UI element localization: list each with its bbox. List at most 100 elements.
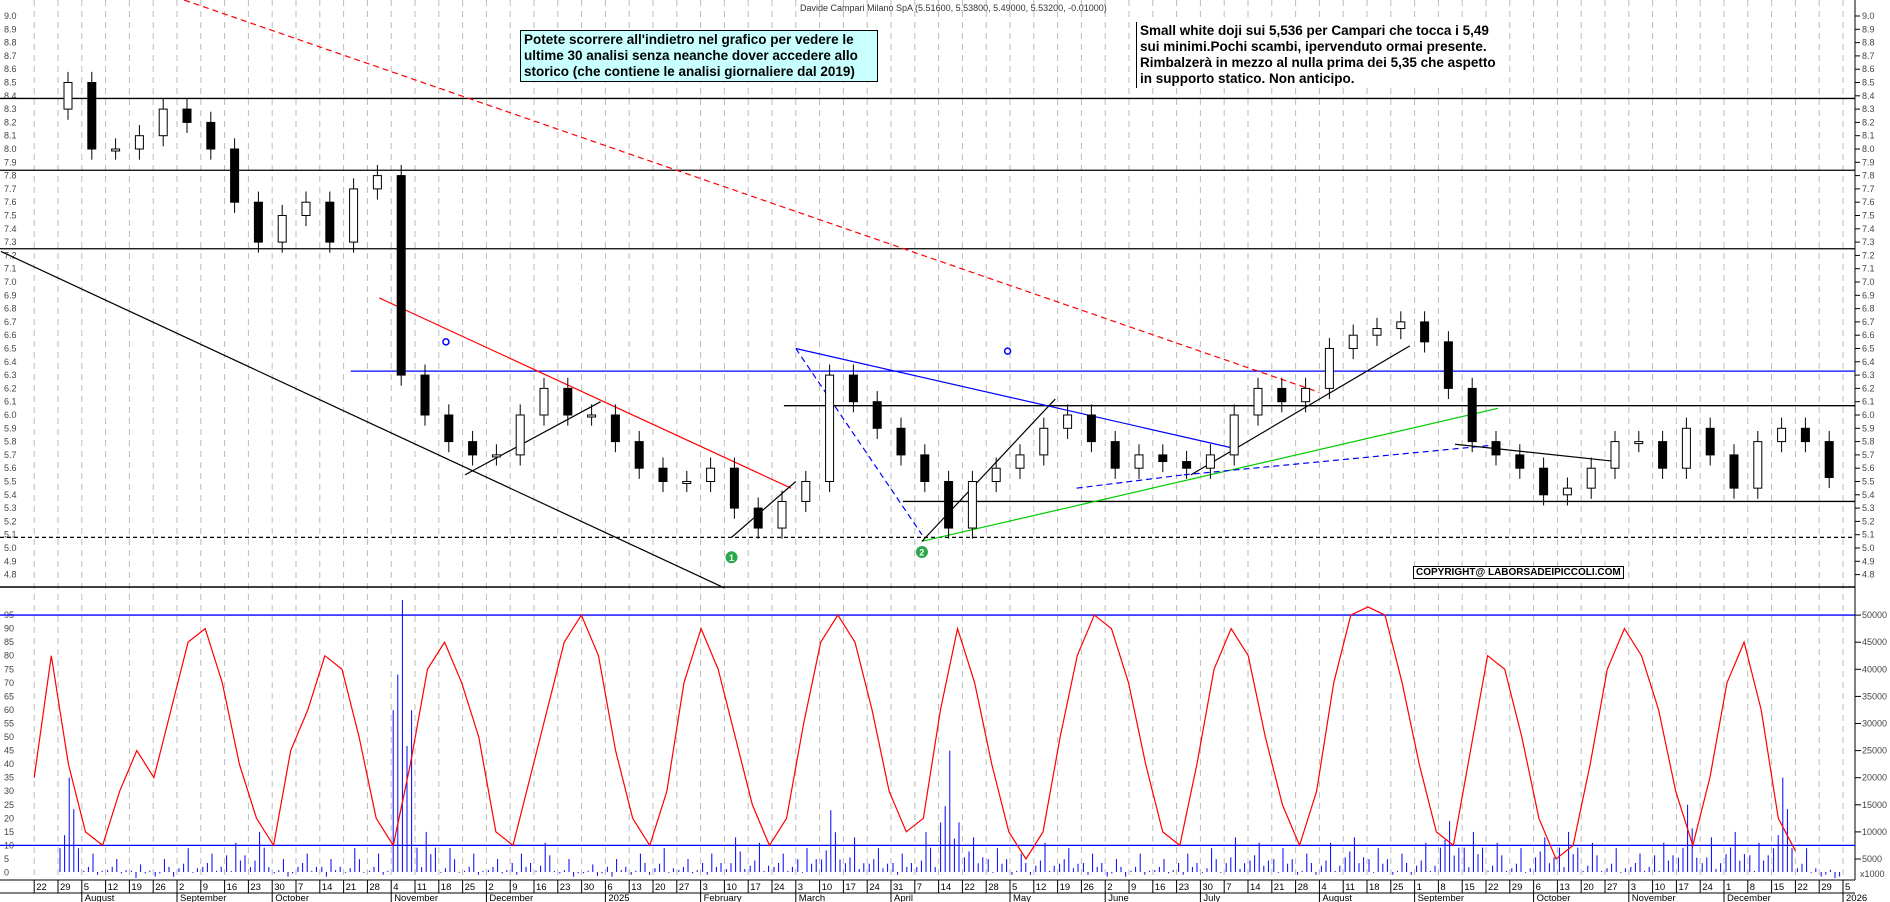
- trendline: [1454, 443, 1617, 463]
- x-tick-label: 13: [1559, 882, 1570, 893]
- month-label: 2026: [1846, 893, 1867, 902]
- month-label: August: [1322, 893, 1352, 902]
- month-label: November: [394, 893, 438, 902]
- oscillator-axis-label: 35: [4, 773, 14, 783]
- x-tick-label: 11: [1345, 882, 1355, 893]
- price-axis-label: 6.4: [1862, 357, 1875, 367]
- price-axis-label-left: 5.5: [4, 477, 17, 487]
- candle-body: [349, 188, 359, 243]
- price-axis-label: 6.2: [1862, 383, 1875, 393]
- oscillator-axis-label: 50: [4, 732, 14, 742]
- candle-body: [944, 481, 954, 529]
- price-axis-label-left: 8.9: [4, 24, 17, 34]
- candle-body: [1348, 334, 1358, 350]
- price-axis-label-left: 7.4: [4, 224, 17, 234]
- x-tick-label: 31: [893, 882, 904, 893]
- price-axis-label: 5.2: [1862, 516, 1875, 526]
- price-axis-label-left: 5.3: [4, 503, 17, 513]
- x-tick-label: 11: [417, 882, 427, 893]
- price-axis-label: 6.0: [1862, 410, 1875, 420]
- x-tick-label: 13: [631, 882, 642, 893]
- price-axis-label-left: 5.7: [4, 450, 17, 460]
- x-tick-label: 19: [1060, 882, 1071, 893]
- price-axis-label-left: 6.9: [4, 290, 17, 300]
- x-tick-label: 23: [560, 882, 571, 893]
- wave-marker: [725, 551, 738, 564]
- x-tick-label: 10: [822, 882, 833, 893]
- candle-body: [396, 175, 406, 376]
- price-axis-label-left: 9.0: [4, 11, 17, 21]
- price-axis-label-left: 7.7: [4, 184, 17, 194]
- trendline: [1076, 474, 1184, 489]
- volume-axis-label: 40000: [1862, 664, 1887, 674]
- x-tick-label: 22: [1488, 882, 1499, 893]
- price-axis-label: 7.1: [1862, 264, 1875, 274]
- price-axis-label-left: 7.1: [4, 264, 17, 274]
- oscillator-axis-label: 45: [4, 746, 14, 756]
- month-label: October: [275, 893, 309, 902]
- trendline: [1183, 443, 1503, 476]
- x-tick-label: 24: [774, 882, 785, 893]
- candle-body: [491, 454, 501, 458]
- x-tick-label: 30: [274, 882, 285, 893]
- wave-marker: [915, 545, 928, 558]
- oscillator-axis-label: 75: [4, 664, 14, 674]
- x-tick-label: 9: [203, 882, 208, 893]
- candle-body: [658, 467, 668, 483]
- x-tick-label: 27: [679, 882, 690, 893]
- candle-body: [1086, 414, 1096, 443]
- candle-body: [777, 500, 787, 529]
- price-axis-label-left: 6.5: [4, 344, 17, 354]
- x-tick-label: 25: [1393, 882, 1404, 893]
- x-tick-label: 12: [108, 882, 119, 893]
- price-axis-label-left: 7.6: [4, 197, 17, 207]
- trendline: [379, 297, 792, 489]
- x-tick-label: 7: [1226, 882, 1231, 893]
- oscillator-axis-label: 25: [4, 800, 14, 810]
- candle-body: [1467, 387, 1477, 443]
- trendline: [795, 347, 1234, 449]
- trendline: [464, 401, 601, 476]
- volume-axis-label: 25000: [1862, 746, 1887, 756]
- price-axis-label: 8.1: [1862, 131, 1875, 141]
- candle-body: [444, 414, 454, 443]
- x-tick-label: 19: [131, 882, 142, 893]
- x-tick-label: 5: [1845, 882, 1850, 893]
- trendline: [1190, 345, 1411, 476]
- price-axis-label: 7.8: [1862, 171, 1875, 181]
- price-axis-label: 4.9: [1862, 556, 1875, 566]
- month-label: 2025: [608, 893, 629, 902]
- price-axis-label-left: 8.4: [4, 91, 17, 101]
- volume-axis-label: 15000: [1862, 800, 1887, 810]
- price-axis-label: 5.3: [1862, 503, 1875, 513]
- candle-body: [1777, 427, 1787, 443]
- x-tick-label: 7: [917, 882, 922, 893]
- oscillator-axis-label: 70: [4, 678, 14, 688]
- x-tick-label: 22: [36, 882, 47, 893]
- price-axis-label-left: 6.1: [4, 397, 17, 407]
- candle-body: [1705, 427, 1715, 456]
- oscillator-line: [33, 606, 1796, 861]
- candle-body: [420, 374, 430, 416]
- candle-body: [1515, 454, 1525, 469]
- x-tick-label: 2: [488, 882, 493, 893]
- oscillator-axis-label: 60: [4, 705, 14, 715]
- volume-axis-label: 5000: [1862, 854, 1882, 864]
- volume-axis-label: 20000: [1862, 773, 1887, 783]
- x-tick-label: 18: [441, 882, 452, 893]
- x-tick-label: 22: [1797, 882, 1808, 893]
- price-axis-label-left: 7.8: [4, 171, 17, 181]
- x-tick-label: 16: [1155, 882, 1166, 893]
- price-axis-label-left: 5.1: [4, 530, 17, 540]
- month-label: July: [1203, 893, 1220, 902]
- candle-body: [1110, 441, 1120, 469]
- price-axis-label-left: 6.4: [4, 357, 17, 367]
- note-scroll-back: Potete scorrere all'indietro nel grafico…: [520, 30, 878, 82]
- price-axis-label: 5.6: [1862, 463, 1875, 473]
- price-axis-label-left: 8.7: [4, 51, 17, 61]
- price-axis-label: 7.7: [1862, 184, 1875, 194]
- candle-body: [1158, 454, 1168, 463]
- candle-body: [1063, 414, 1073, 429]
- x-tick-label: 28: [369, 882, 380, 893]
- candle-body: [158, 108, 168, 137]
